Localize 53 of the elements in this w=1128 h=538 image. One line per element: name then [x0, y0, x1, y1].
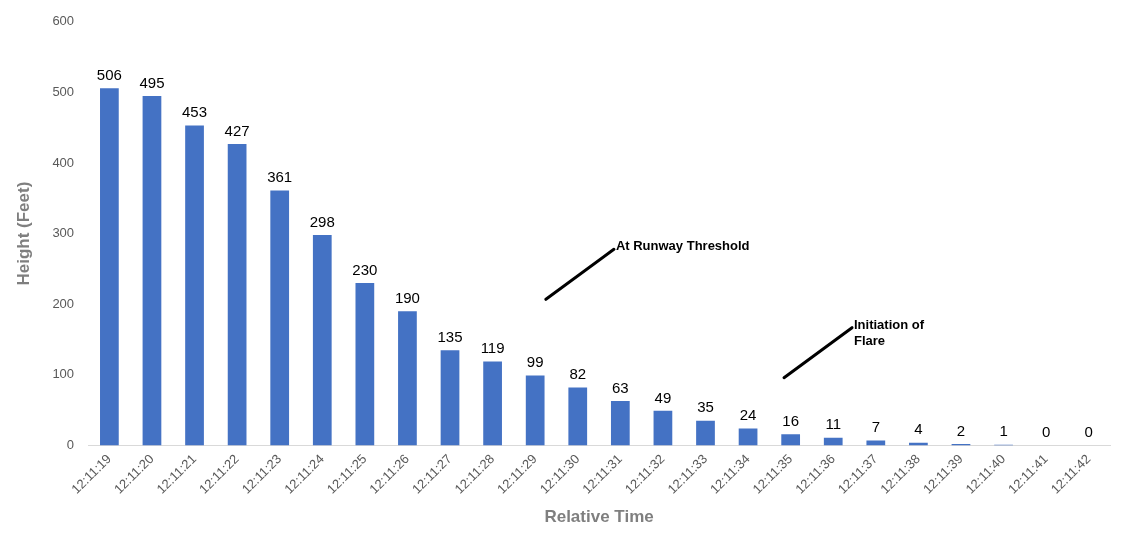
- data-label: 99: [526, 353, 544, 371]
- data-label: 190: [394, 288, 420, 306]
- x-axis-title: Relative Time: [544, 507, 654, 527]
- bar: [142, 95, 162, 446]
- data-label: 135: [437, 327, 463, 345]
- bar: [823, 437, 843, 446]
- bar: [398, 311, 417, 446]
- data-label: 2: [956, 421, 966, 439]
- y-tick-label: 600: [52, 13, 75, 29]
- bar: [525, 375, 545, 446]
- data-label: 1: [999, 422, 1008, 440]
- y-tick-label: 400: [52, 154, 75, 170]
- data-label: 63: [611, 378, 629, 396]
- data-label: 24: [739, 406, 757, 424]
- y-tick-label: 0: [66, 437, 75, 453]
- data-label: 506: [96, 65, 122, 83]
- data-label: 82: [569, 365, 587, 383]
- bar: [312, 235, 332, 446]
- data-label: 119: [480, 339, 505, 357]
- data-label: 49: [654, 388, 672, 406]
- annotation: Initiation of Flare: [854, 316, 925, 348]
- bar: [738, 428, 758, 446]
- annotation: At Runway Threshold: [615, 238, 750, 254]
- bar: [483, 361, 502, 446]
- data-label: 361: [267, 168, 293, 186]
- y-tick-label: 300: [52, 225, 75, 241]
- y-axis-title: Height (Feet): [13, 181, 33, 286]
- bar: [610, 400, 630, 446]
- bar: [185, 125, 204, 446]
- bar: [696, 420, 715, 446]
- data-label: 4: [914, 420, 923, 438]
- data-label: 298: [309, 212, 335, 230]
- bar: [781, 434, 801, 446]
- bar: [440, 350, 460, 446]
- bar: [270, 190, 290, 446]
- bar: [653, 410, 673, 446]
- bar: [355, 283, 375, 446]
- y-tick-label: 100: [52, 366, 75, 382]
- data-label: 427: [224, 121, 250, 139]
- data-label: 35: [697, 398, 714, 416]
- data-label: 16: [782, 411, 799, 429]
- bar: [227, 143, 247, 446]
- data-label: 7: [871, 418, 880, 436]
- bar: [100, 88, 119, 446]
- bar: [568, 387, 588, 446]
- data-label: 453: [182, 103, 208, 121]
- data-label: 0: [1041, 423, 1051, 441]
- data-label: 495: [139, 73, 165, 91]
- y-tick-label: 200: [52, 295, 75, 311]
- data-label: 0: [1084, 423, 1093, 441]
- data-label: 230: [352, 260, 378, 278]
- data-label: 11: [825, 415, 842, 433]
- y-tick-label: 500: [52, 83, 75, 99]
